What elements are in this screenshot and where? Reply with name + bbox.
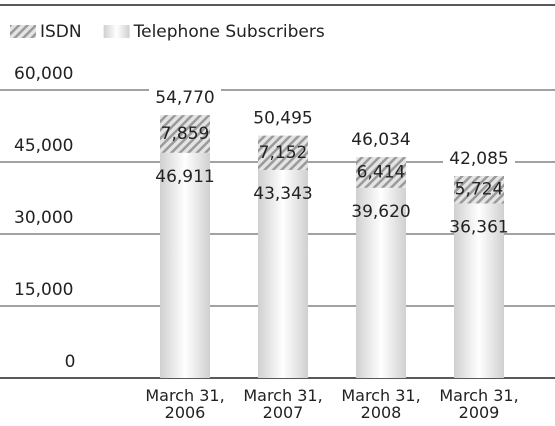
x-tick-label: March 31, 2006 <box>145 386 225 422</box>
bar-segment <box>258 169 308 378</box>
legend-label: Telephone Subscribers <box>133 22 325 42</box>
value-label: 39,620 <box>351 202 410 222</box>
total-bg <box>149 87 221 108</box>
y-tick-label: 45,000 <box>14 136 73 156</box>
bar-segment <box>160 115 210 153</box>
legend-label: ISDN <box>40 22 82 42</box>
bar-segment <box>258 135 308 170</box>
value-label: 7,152 <box>259 143 308 163</box>
y-tick-label: 15,000 <box>14 280 73 300</box>
total-bg <box>247 107 319 128</box>
bar-segment <box>454 175 504 204</box>
bar-segment <box>160 152 210 378</box>
value-label: 5,724 <box>455 180 504 200</box>
bar-segment <box>356 187 406 378</box>
total-label: 50,495 <box>253 109 312 129</box>
value-label: 6,414 <box>357 162 406 182</box>
x-tick-label: March 31, 2009 <box>439 386 519 422</box>
total-bg <box>345 129 417 150</box>
total-label: 46,034 <box>351 130 410 150</box>
x-tick-label: March 31, 2008 <box>341 386 421 422</box>
total-label: 42,085 <box>449 149 508 169</box>
value-label: 46,911 <box>155 167 214 187</box>
total-bg <box>443 147 515 168</box>
x-tick-label: March 31, 2007 <box>243 386 323 422</box>
y-tick-label: 60,000 <box>14 64 73 84</box>
value-label: 43,343 <box>253 184 312 204</box>
y-tick-label: 30,000 <box>14 208 73 228</box>
bar-segment <box>454 203 504 378</box>
bar-segment <box>356 157 406 188</box>
value-label: 7,859 <box>161 124 210 144</box>
legend-swatch <box>103 25 130 38</box>
value-label: 36,361 <box>449 217 508 237</box>
y-tick-label: 0 <box>65 352 76 372</box>
legend-swatch <box>10 25 36 38</box>
total-label: 54,770 <box>155 88 214 108</box>
